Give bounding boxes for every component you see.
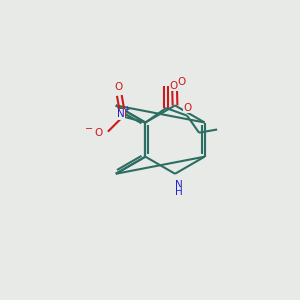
Text: +: + xyxy=(123,106,129,115)
Text: −: − xyxy=(85,124,94,134)
Text: H: H xyxy=(175,187,182,197)
Text: O: O xyxy=(94,128,103,138)
Text: O: O xyxy=(178,76,186,87)
Text: O: O xyxy=(115,82,123,92)
Text: N: N xyxy=(117,109,124,119)
Text: O: O xyxy=(169,81,178,91)
Text: O: O xyxy=(184,103,192,113)
Text: N: N xyxy=(175,180,182,190)
